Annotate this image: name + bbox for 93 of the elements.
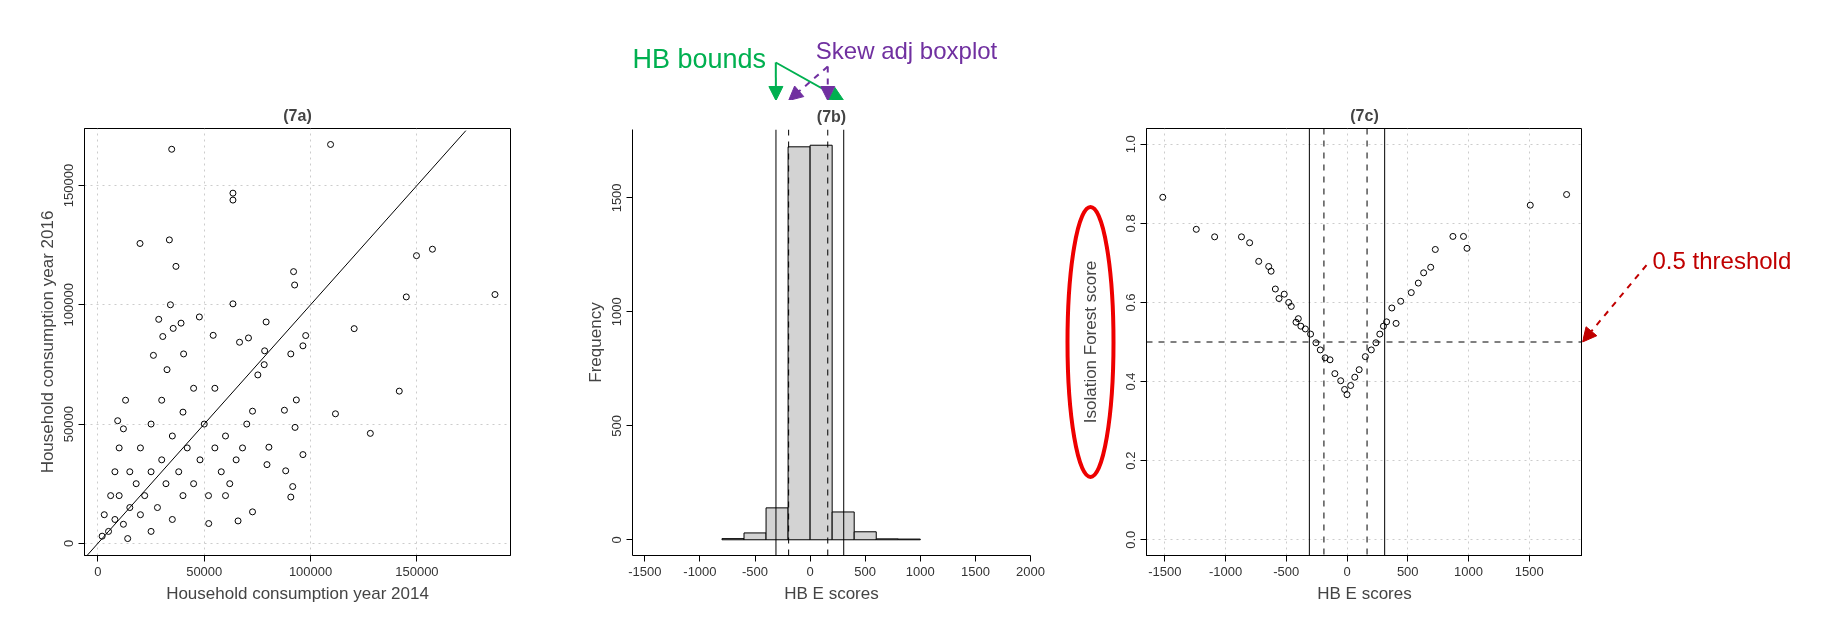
point [1431, 245, 1439, 253]
x-tick-label: -1500 [1148, 563, 1182, 579]
point [1392, 319, 1400, 327]
point [1563, 191, 1571, 199]
point [1383, 318, 1391, 326]
point [1301, 325, 1309, 333]
x-tick-label: 0 [806, 563, 814, 579]
ref-line-label: HB bounds [632, 43, 767, 74]
point [1376, 330, 1384, 338]
point [1326, 356, 1334, 364]
chart-title: (7b) [816, 107, 847, 125]
point [1397, 297, 1405, 305]
x-tick-label: 150000 [395, 563, 439, 579]
chart-title: (7c) [1350, 106, 1379, 124]
point [1420, 269, 1428, 277]
point [1463, 244, 1471, 252]
y-axis-title: Household consumption year 2016 [37, 210, 57, 474]
point [1237, 233, 1245, 241]
y-tick-label: 0 [609, 536, 625, 544]
x-tick-label: -500 [1273, 563, 1300, 579]
point [1275, 295, 1283, 302]
point [1331, 370, 1339, 378]
point [1449, 232, 1457, 240]
y-axis-title: Isolation Forest score [1081, 260, 1100, 424]
y-tick-label: 150000 [61, 163, 77, 208]
x-tick-label: -1500 [628, 563, 662, 579]
point [1297, 322, 1305, 330]
point [1427, 263, 1435, 271]
point [1159, 193, 1167, 201]
x-tick-label: -500 [742, 563, 769, 579]
y-tick-label: 500 [609, 414, 625, 437]
point [1414, 279, 1422, 287]
y-tick-label: 0.2 [1123, 451, 1139, 470]
point [1347, 382, 1355, 389]
y-tick-label: 0 [61, 539, 77, 547]
y-tick-label: 1000 [609, 297, 625, 327]
y-tick-label: 0.8 [1123, 214, 1139, 233]
x-tick-label: 0 [1343, 563, 1351, 579]
x-axis-title: HB E scores [1317, 583, 1412, 603]
point [1321, 354, 1329, 362]
y-tick-label: 100000 [61, 283, 77, 327]
point [1246, 239, 1254, 247]
point [1367, 346, 1375, 354]
x-tick-label: 500 [854, 563, 877, 579]
x-axis-title: Household consumption year 2014 [166, 583, 429, 603]
point [1192, 225, 1200, 233]
x-tick-label: 1500 [1514, 563, 1544, 579]
point [1355, 366, 1363, 374]
ref-line-label: Skew adj boxplot [815, 37, 998, 64]
x-tick-label: 0 [94, 563, 102, 579]
point [1271, 285, 1279, 293]
y-axis-title: Frequency [585, 301, 605, 383]
point [1459, 232, 1467, 240]
point [1280, 290, 1288, 298]
x-tick-label: 1000 [1454, 563, 1483, 579]
y-tick-label: 0.4 [1123, 372, 1139, 391]
chart-title: (7a) [283, 106, 312, 124]
x-tick-label: 50000 [186, 563, 223, 579]
point [1211, 233, 1219, 241]
x-tick-label: 1500 [960, 563, 990, 579]
point [1337, 377, 1345, 385]
x-tick-label: -1000 [683, 563, 717, 579]
x-tick-label: 1000 [905, 563, 935, 579]
point [1351, 373, 1359, 381]
x-tick-label: 500 [1396, 563, 1419, 579]
point [1265, 262, 1273, 270]
point [1292, 318, 1300, 326]
point [1372, 339, 1380, 347]
x-tick-label: 100000 [288, 563, 333, 579]
y-tick-label: 0.0 [1123, 530, 1139, 549]
point [1312, 339, 1320, 347]
y-tick-label: 50000 [61, 405, 77, 443]
point [1307, 330, 1315, 338]
point [1316, 346, 1324, 354]
point [1388, 304, 1396, 312]
point [1407, 289, 1415, 297]
x-tick-label: 2000 [1016, 563, 1045, 579]
point [1267, 267, 1275, 275]
ref-line-label: 0.5 threshold [1652, 247, 1792, 275]
x-axis-title: HB E scores [784, 583, 879, 603]
point [1361, 353, 1369, 361]
point [1526, 201, 1534, 209]
point [1287, 302, 1295, 310]
point [1255, 257, 1263, 265]
y-tick-label: 1500 [609, 183, 625, 213]
y-tick-label: 1.0 [1123, 135, 1139, 154]
y-tick-label: 0.6 [1123, 293, 1139, 312]
point [1294, 315, 1302, 323]
point [1285, 298, 1293, 306]
x-tick-label: -1000 [1208, 563, 1243, 579]
point [1379, 322, 1387, 330]
point [1343, 391, 1351, 399]
point [1341, 385, 1349, 393]
